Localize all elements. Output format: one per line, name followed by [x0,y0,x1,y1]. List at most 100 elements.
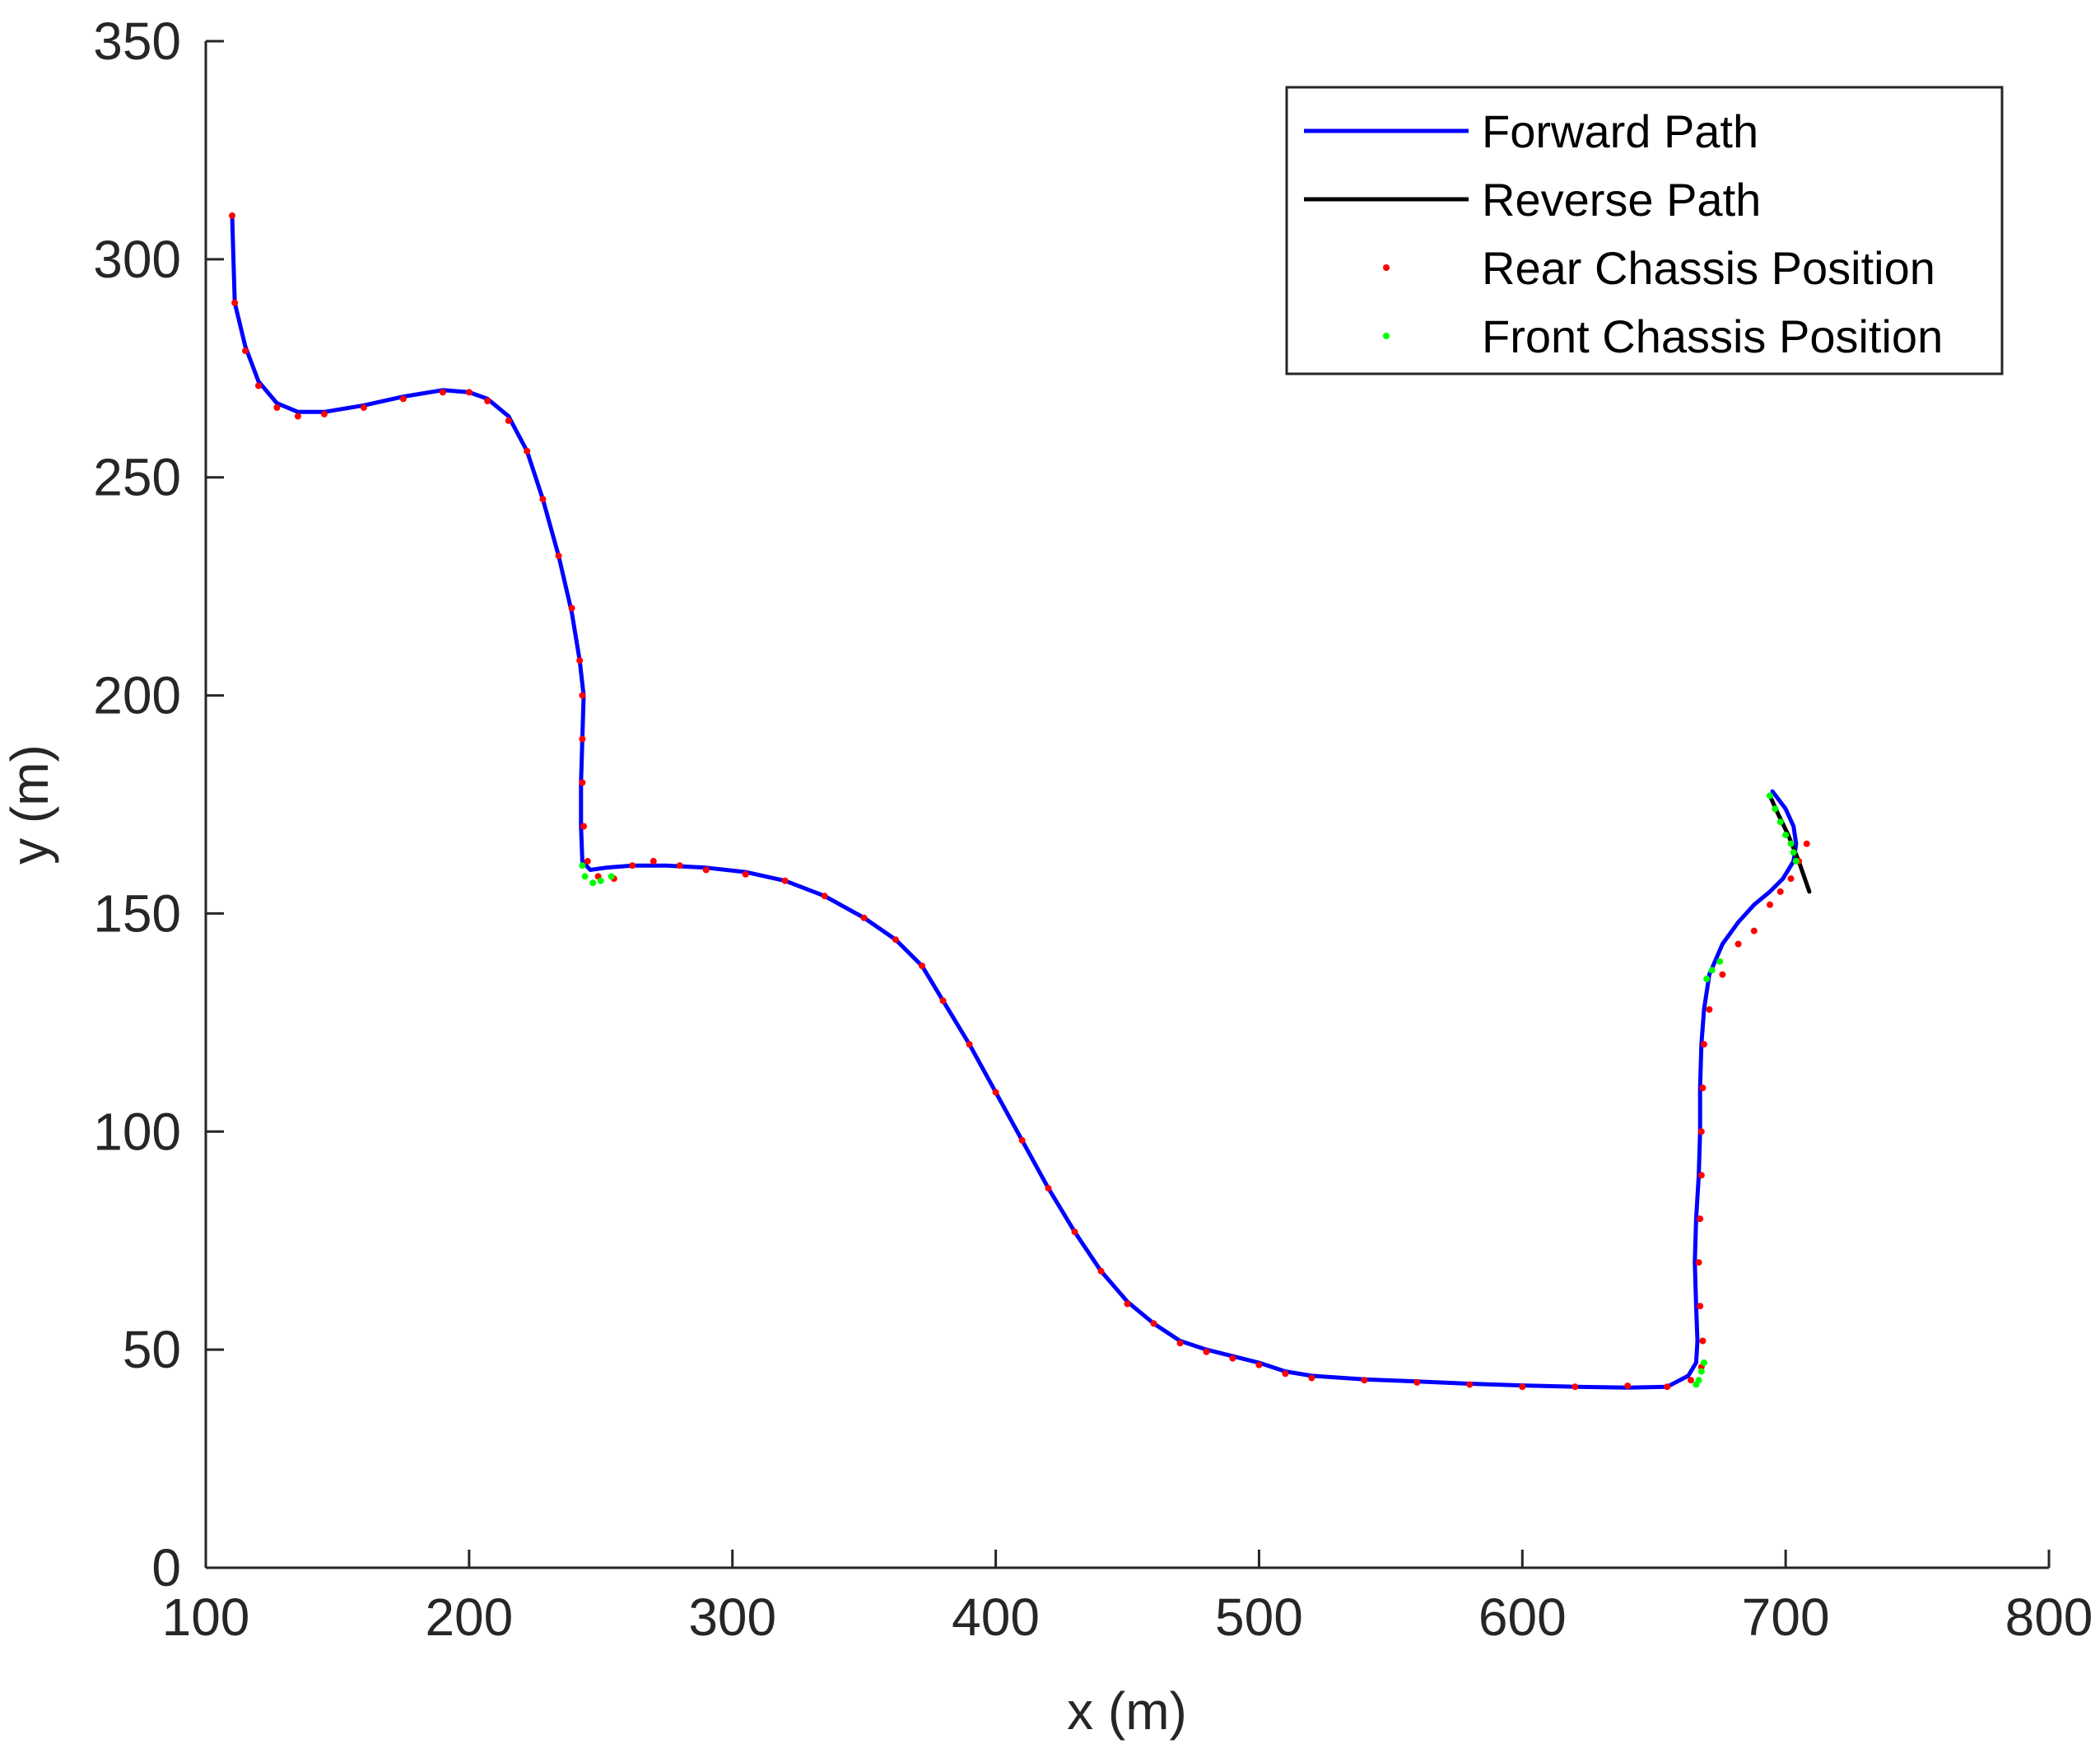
legend: Forward Path Reverse Path Rear Chassis Pos… [1285,86,2004,375]
y-tick-label: 250 [93,448,181,507]
data-point [484,398,491,404]
data-point [320,410,328,417]
legend-label-front-chassis-position: Front Chassis Position [1482,310,1943,362]
data-point [919,963,925,969]
data-point [242,347,249,355]
data-point [1203,1348,1210,1355]
axes [204,41,2049,1569]
y-tick-label: 50 [123,1320,181,1379]
data-point [1697,1368,1705,1375]
data-point [650,857,657,865]
data-point [1703,975,1711,982]
legend-label-forward-path: Forward Path [1482,105,1758,157]
data-point [439,389,446,396]
data-point [1519,1383,1526,1391]
data-point [1699,1084,1707,1092]
data-point [579,862,586,870]
data-point [255,382,262,389]
y-tick-label: 150 [93,883,181,943]
data-point [992,1089,999,1096]
data-point [1229,1354,1236,1362]
legend-label-reverse-path: Reverse Path [1482,174,1761,226]
x-axis-label: x (m) [1067,1681,1187,1741]
data-point [294,413,301,420]
data-point [579,692,586,699]
data-point [1790,849,1797,856]
data-point [1750,927,1758,935]
series-line-forward-path [230,213,1799,1390]
data-point [1176,1340,1184,1347]
data-point [1697,1215,1704,1223]
data-point [579,735,586,743]
data-point [539,496,547,503]
data-point [1708,967,1716,974]
x-ticks: 100 200 300 400 500 600 700 800 [162,1550,2093,1647]
data-point [1734,940,1742,948]
legend-swatch-front-chassis-position [1383,333,1390,339]
data-point [1097,1267,1105,1275]
data-point [1466,1381,1474,1388]
data-point [465,389,473,396]
data-point [821,893,828,900]
data-point [1701,1041,1707,1048]
x-tick-label: 800 [2005,1587,2093,1647]
x-tick-label: 600 [1478,1587,1567,1647]
data-point [581,873,589,880]
data-point [1767,901,1773,908]
data-point [568,604,575,612]
data-point [1282,1370,1289,1378]
data-point [360,404,367,411]
data-point [580,823,587,830]
data-point [1699,1337,1707,1345]
data-point [742,870,749,878]
data-point [273,404,281,411]
series-points-front-chassis-position [579,792,1800,1388]
data-point [1255,1361,1263,1368]
y-tick-label: 100 [93,1102,181,1161]
data-point [1361,1377,1368,1384]
data-point [524,447,531,455]
data-point [1776,818,1784,826]
data-point [1624,1382,1632,1390]
data-point [1787,840,1795,847]
data-point [702,866,710,874]
data-point [1413,1378,1421,1386]
data-point [1695,1259,1702,1266]
x-tick-label: 500 [1215,1587,1303,1647]
data-point [892,936,899,944]
y-tick-label: 300 [93,230,181,289]
data-point [1697,1128,1705,1135]
series-points-rear-chassis-position [229,212,1810,1391]
data-point [1772,805,1779,813]
x-tick-label: 200 [425,1587,513,1647]
data-point [229,212,235,219]
data-point [676,862,683,870]
data-point [1695,1377,1702,1384]
data-point [1716,958,1724,965]
data-point [1664,1383,1671,1391]
data-point [1776,888,1784,895]
data-point [231,299,239,306]
data-point [1767,792,1773,800]
data-point [555,552,562,560]
data-point [1697,1303,1704,1310]
data-point [1706,1006,1713,1013]
data-point [1150,1320,1157,1327]
data-point [1572,1383,1579,1391]
data-point [399,395,407,403]
data-point [1803,840,1810,847]
y-ticks: 0 50 100 150 200 250 300 350 [93,12,224,1597]
data-point [584,857,591,865]
y-tick-label: 350 [93,12,181,71]
data-point [966,1041,973,1048]
data-point [781,877,789,884]
data-point [1045,1185,1052,1192]
legend-label-rear-chassis-position: Rear Chassis Position [1482,242,1935,294]
data-point [579,779,586,786]
series-layer [229,212,1812,1391]
data-point [576,657,584,664]
data-point [939,997,947,1005]
data-point [1018,1136,1026,1144]
data-point [1782,832,1790,839]
